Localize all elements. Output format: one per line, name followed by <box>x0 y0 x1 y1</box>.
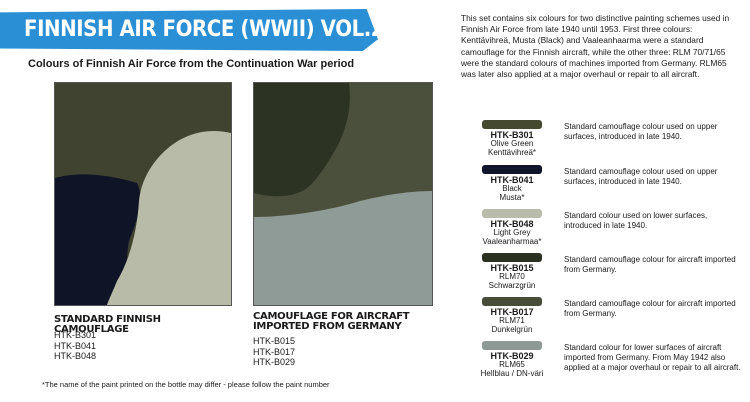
paint-name: Light Grey <box>493 228 531 237</box>
paint-name-alt: Schwarzgrün <box>488 280 536 290</box>
scheme-1-title: STANDARD FINNISH CAMOUFLAGE <box>54 314 161 335</box>
scheme-2-color-c <box>254 191 432 305</box>
page-title: FINNISH AIR FORCE (WWII) VOL.2 <box>24 17 385 42</box>
paint-description: Standard camouflage colour for aircraft … <box>564 299 736 318</box>
paint-description: Standard camouflage colour used on upper… <box>564 167 718 186</box>
paint-names: HTK-B017 RLM71 Dunkelgrün <box>476 307 548 334</box>
scheme-1-code: HTK-B301 <box>54 330 97 340</box>
paint-names: HTK-B041 Black Musta* <box>476 175 548 202</box>
scheme-1-code: HTK-B048 <box>54 351 97 361</box>
paint-code: HTK-B301 <box>490 130 534 140</box>
scheme-2-codes: HTK-B015 HTK-B017 HTK-B029 <box>253 336 295 368</box>
paint-name: Black <box>502 184 522 193</box>
title-banner <box>0 9 378 51</box>
paint-name-alt: Vaaleanharmaa* <box>482 236 542 246</box>
scheme-2-color-a <box>254 83 350 197</box>
paint-names: HTK-B015 RLM70 Schwarzgrün <box>476 263 548 290</box>
paint-names: HTK-B301 Olive Green Kenttävihreä* <box>476 130 548 157</box>
footnote: *The name of the paint printed on the bo… <box>42 380 330 389</box>
paint-code: HTK-B048 <box>490 219 534 229</box>
paint-code: HTK-B041 <box>490 175 534 185</box>
paint-description: Standard colour for lower surfaces of ai… <box>564 343 741 372</box>
paint-code: HTK-B017 <box>490 307 534 317</box>
paint-swatch <box>482 165 542 174</box>
scheme-2-code: HTK-B029 <box>253 357 296 367</box>
paint-swatch <box>482 209 542 218</box>
scheme-1-code: HTK-B041 <box>54 340 97 351</box>
paint-names: HTK-B048 Light Grey Vaaleanharmaa* <box>476 219 548 246</box>
scheme-1-color-b <box>55 174 141 305</box>
paint-swatch <box>482 253 542 262</box>
page-subtitle: Colours of Finnish Air Force from the Co… <box>28 58 355 70</box>
scheme-1-color-c <box>107 130 231 305</box>
paint-description: Standard camouflage colour used on upper… <box>564 122 718 141</box>
paint-name-alt: Musta* <box>499 192 525 202</box>
scheme-2-title: CAMOUFLAGE FOR AIRCRAFT IMPORTED FROM GE… <box>253 311 410 332</box>
intro-text: This set contains six colours for two di… <box>461 13 730 80</box>
scheme-2-code: HTK-B017 <box>253 346 296 357</box>
paint-description: Standard camouflage colour for aircraft … <box>564 255 736 274</box>
scheme-1-codes: HTK-B301 HTK-B041 HTK-B048 <box>54 330 96 362</box>
paint-swatch <box>482 297 542 306</box>
paint-description: Standard colour used on lower surfaces, … <box>564 211 708 230</box>
paint-names: HTK-B029 RLM65 Hellblau / DN-väri <box>476 351 548 378</box>
paint-name-alt: Dunkelgrün <box>491 324 533 334</box>
scheme-1-swatch <box>54 82 232 306</box>
scheme-2-code: HTK-B015 <box>253 336 296 346</box>
paint-code: HTK-B029 <box>490 351 534 361</box>
paint-name-alt: Kenttävihreä* <box>487 147 537 157</box>
paint-name: RLM71 <box>499 316 525 325</box>
paint-swatch <box>482 341 542 350</box>
paint-name: Olive Green <box>490 139 534 148</box>
paint-swatch <box>482 120 542 129</box>
scheme-2-swatch <box>253 82 433 306</box>
paint-name: RLM70 <box>499 272 525 281</box>
paint-name-alt: Hellblau / DN-väri <box>480 368 544 378</box>
paint-name: RLM65 <box>499 360 525 369</box>
paint-code: HTK-B015 <box>490 263 534 273</box>
